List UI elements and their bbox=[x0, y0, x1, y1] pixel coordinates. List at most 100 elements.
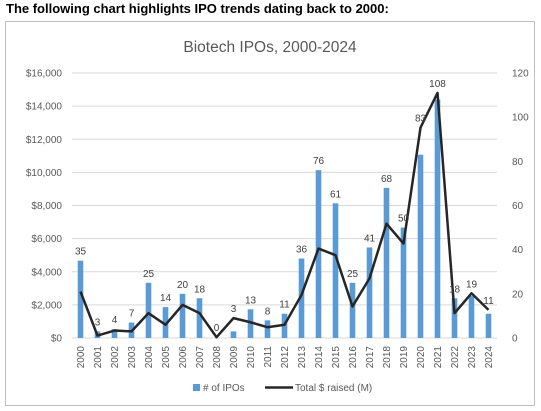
ipo-bar bbox=[383, 187, 390, 338]
x-axis-tick: 2023 bbox=[467, 346, 478, 369]
ipo-data-label: 83 bbox=[415, 114, 427, 125]
x-axis-tick: 2003 bbox=[127, 346, 138, 369]
x-axis-tick: 2015 bbox=[331, 346, 342, 369]
ipo-bar bbox=[162, 307, 169, 338]
ipo-bar bbox=[247, 309, 254, 338]
ipo-data-label: 36 bbox=[296, 245, 308, 256]
gridlines bbox=[72, 72, 497, 339]
ipo-bar bbox=[179, 293, 186, 338]
left-axis-tick: $8,000 bbox=[31, 201, 62, 212]
left-axis-tick: $10,000 bbox=[26, 168, 63, 179]
ipo-bar bbox=[451, 298, 458, 338]
x-axis-tick: 2006 bbox=[178, 346, 189, 369]
ipo-data-label: 13 bbox=[245, 295, 257, 306]
right-axis-tick: 60 bbox=[512, 201, 524, 212]
x-axis-tick: 2011 bbox=[263, 346, 274, 368]
left-axis-tick: $4,000 bbox=[31, 267, 62, 278]
ipo-bar bbox=[485, 313, 492, 338]
left-axis-tick: $16,000 bbox=[26, 69, 63, 80]
ipo-data-label: 50 bbox=[398, 214, 410, 225]
ipo-count-bars bbox=[77, 99, 492, 338]
right-axis-tick: 40 bbox=[512, 245, 524, 256]
x-axis-tick: 2012 bbox=[280, 346, 291, 369]
ipo-data-label: 11 bbox=[279, 300, 290, 311]
x-axis-tick: 2021 bbox=[433, 346, 444, 369]
ipo-bar bbox=[230, 331, 237, 338]
ipo-bar bbox=[400, 227, 407, 338]
left-axis-tick: $14,000 bbox=[26, 102, 63, 113]
ipo-data-label: 68 bbox=[381, 174, 393, 185]
x-axis-tick: 2014 bbox=[314, 346, 325, 369]
ipo-bar bbox=[77, 260, 84, 338]
ipo-data-label: 35 bbox=[75, 247, 87, 258]
x-axis-tick: 2005 bbox=[161, 346, 172, 369]
ipo-data-label: 8 bbox=[265, 306, 271, 317]
ipo-bar bbox=[349, 282, 356, 338]
ipo-data-label: 76 bbox=[313, 156, 325, 167]
x-axis-tick: 2010 bbox=[246, 346, 257, 369]
page-heading: The following chart highlights IPO trend… bbox=[6, 1, 389, 16]
ipo-data-label: 11 bbox=[483, 296, 494, 307]
ipo-data-label: 20 bbox=[177, 280, 189, 291]
ipo-data-label: 108 bbox=[429, 79, 446, 90]
x-axis-tick: 2002 bbox=[110, 346, 121, 369]
x-axis-tick: 2000 bbox=[76, 346, 87, 369]
left-axis-tick: $2,000 bbox=[31, 300, 62, 311]
ipo-bar bbox=[298, 258, 305, 338]
ipo-data-label: 14 bbox=[160, 293, 172, 304]
ipo-bar bbox=[111, 329, 118, 338]
x-axis-tick: 2009 bbox=[229, 346, 240, 369]
ipo-bar bbox=[315, 170, 322, 338]
x-axis-tick: 2013 bbox=[297, 346, 308, 369]
ipo-bar bbox=[417, 154, 424, 338]
x-axis-tick-labels: 2000 2001 2002 2003 2004 2005 2006 2007 2008 2009… bbox=[76, 346, 495, 369]
chart-title: Biotech IPOs, 2000-2024 bbox=[183, 39, 357, 56]
x-axis-tick: 2024 bbox=[484, 346, 495, 369]
chart-legend: # of IPOs Total $ raised (M) bbox=[193, 383, 372, 394]
left-axis-tick: $12,000 bbox=[26, 135, 63, 146]
x-axis-tick: 2022 bbox=[450, 346, 461, 369]
ipo-data-label: 18 bbox=[194, 284, 206, 295]
left-axis-tick-labels: $0 $2,000 $4,000 $6,000 $8,000 $10,000 $12,000… bbox=[26, 69, 63, 345]
right-axis-tick: 120 bbox=[512, 69, 529, 80]
ipo-data-label: 3 bbox=[231, 304, 237, 315]
x-axis-tick: 2001 bbox=[93, 346, 104, 369]
right-axis-tick: 100 bbox=[512, 113, 529, 124]
right-axis-tick: 0 bbox=[512, 334, 518, 345]
legend-bar-swatch bbox=[193, 384, 200, 391]
ipo-data-label: 18 bbox=[449, 284, 461, 295]
ipo-data-label: 61 bbox=[330, 189, 342, 200]
right-axis-tick: 80 bbox=[512, 157, 524, 168]
ipo-data-label: 19 bbox=[466, 279, 478, 290]
x-axis-tick: 2019 bbox=[399, 346, 410, 369]
x-axis-tick: 2004 bbox=[144, 346, 155, 369]
x-axis-tick: 2018 bbox=[382, 346, 393, 369]
ipo-bar bbox=[196, 298, 203, 338]
ipo-data-label: 25 bbox=[347, 269, 359, 280]
right-axis-tick: 20 bbox=[512, 289, 524, 300]
x-axis-tick: 2017 bbox=[365, 346, 376, 369]
ipo-data-label: 25 bbox=[143, 269, 155, 280]
ipo-bar bbox=[434, 99, 441, 338]
ipo-data-label: 7 bbox=[129, 309, 135, 320]
ipo-data-label: 4 bbox=[112, 315, 118, 326]
x-axis-tick: 2007 bbox=[195, 346, 206, 369]
ipo-data-label: 41 bbox=[364, 233, 376, 244]
ipo-data-label: 3 bbox=[95, 317, 101, 328]
x-axis-tick: 2020 bbox=[416, 346, 427, 369]
ipo-bar bbox=[468, 296, 475, 338]
ipo-bar bbox=[145, 282, 152, 338]
legend-line-label: Total $ raised (M) bbox=[295, 383, 372, 394]
total-raised-line bbox=[79, 91, 490, 339]
ipo-bar bbox=[332, 203, 339, 338]
total-raised-polyline bbox=[79, 91, 490, 339]
x-axis-tick: 2016 bbox=[348, 346, 359, 369]
ipo-bar bbox=[264, 320, 271, 338]
right-axis-tick-labels: 0 20 40 60 80 100 120 bbox=[512, 69, 529, 345]
x-axis-tick: 2008 bbox=[212, 346, 223, 369]
ipo-bar bbox=[366, 247, 373, 338]
left-axis-tick: $0 bbox=[51, 334, 63, 345]
legend-bar-label: # of IPOs bbox=[203, 383, 245, 394]
